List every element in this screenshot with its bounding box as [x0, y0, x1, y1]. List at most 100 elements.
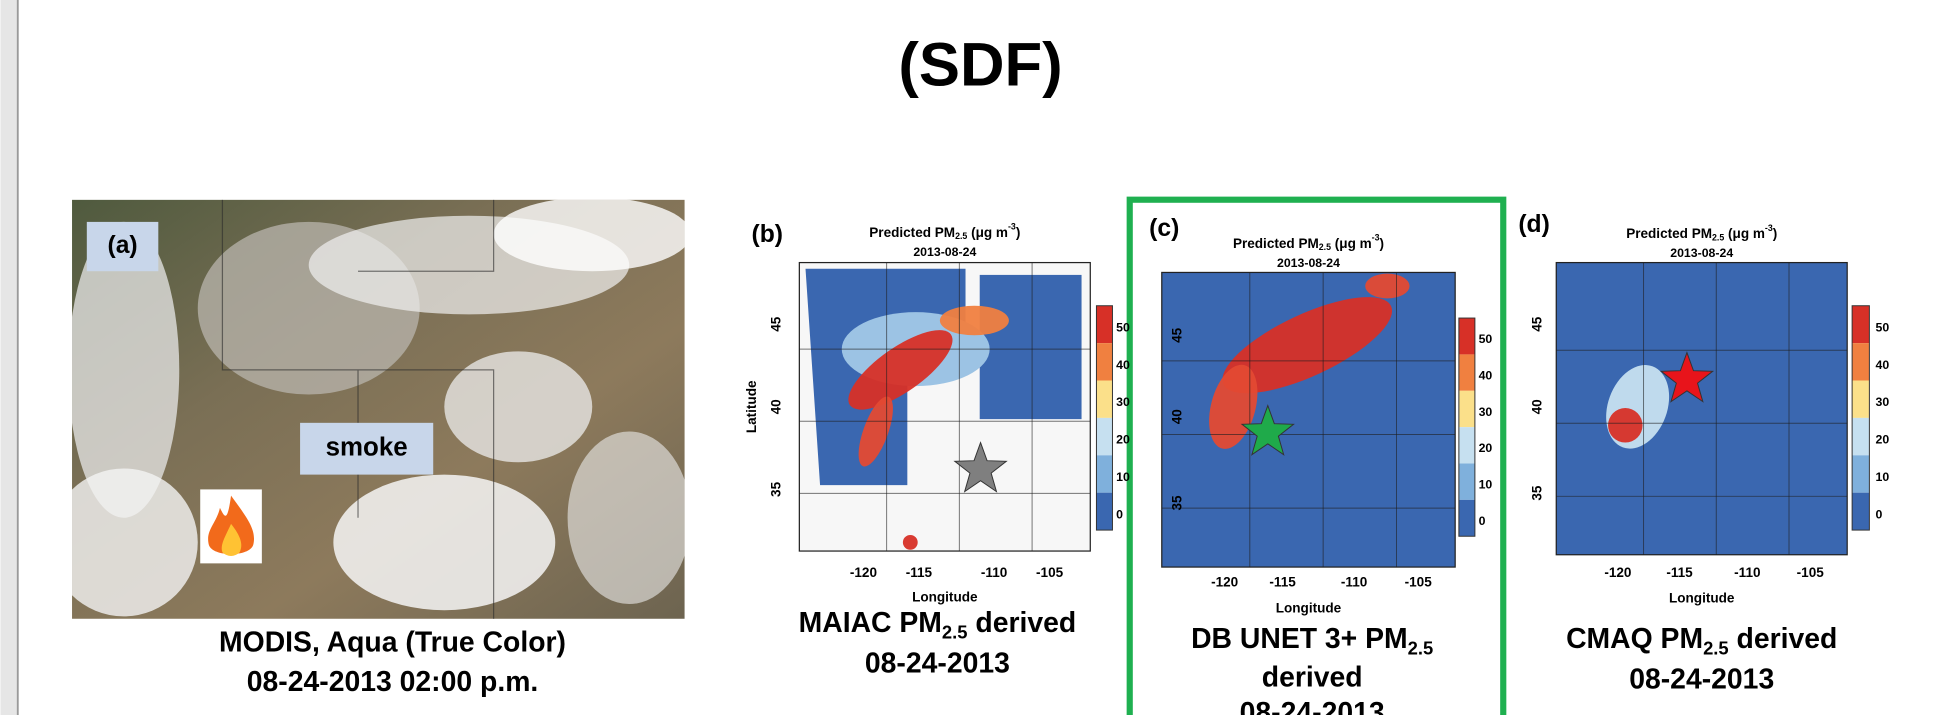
y-tick-label: 40 [1529, 399, 1544, 414]
map-date: 2013-08-24 [913, 245, 976, 259]
map-title: Predicted PM2.5 (μg m-3) [1233, 233, 1384, 252]
colorbar-tick-label: 40 [1876, 358, 1890, 372]
caption-line: 08-24-2013 [1629, 664, 1774, 696]
x-tick-label: -105 [1405, 575, 1433, 590]
caption-line-part: 08-24-2013 02:00 p.m. [247, 667, 538, 699]
caption-line-part: MODIS, Aqua (True Color) [219, 627, 566, 659]
slide: (SDF) (a)smokeMODIS, Aqua (True Color)08… [0, 0, 1934, 715]
caption-line: MODIS, Aqua (True Color) [219, 627, 566, 659]
colorbar-segment [1459, 318, 1475, 354]
map-title-part: ) [1773, 226, 1778, 241]
caption-line: derived [1262, 662, 1363, 694]
slide-title: (SDF) [898, 30, 1062, 99]
x-tick-label: -115 [1666, 565, 1693, 580]
caption-line-part: MAIAC PM [799, 607, 942, 639]
colorbar-tick-label: 50 [1116, 320, 1130, 334]
caption-line: 08-24-2013 02:00 p.m. [247, 667, 538, 699]
map-title-part: (μg m [1331, 236, 1372, 251]
colorbar-tick-label: 0 [1116, 507, 1123, 521]
caption-line: 08-24-2013 [865, 648, 1010, 680]
colorbar-tick-label: 30 [1116, 395, 1130, 409]
colorbar-segment [1096, 493, 1112, 530]
colorbar-tick-label: 0 [1876, 507, 1883, 521]
colorbar-tick-label: 50 [1876, 320, 1890, 334]
caption-line: CMAQ PM2.5 derived [1566, 624, 1837, 659]
x-tick-label: -110 [1734, 565, 1760, 580]
colorbar-segment [1852, 455, 1869, 492]
x-tick-label: -110 [1341, 575, 1367, 590]
y-axis-label: Latitude [744, 380, 759, 433]
colorbar-tick-label: 40 [1116, 358, 1130, 372]
colorbar-segment [1459, 500, 1475, 536]
map-title-part: (μg m [967, 225, 1008, 240]
x-axis-label: Longitude [912, 589, 978, 604]
x-tick-label: -120 [1604, 565, 1631, 580]
colorbar-segment [1852, 418, 1869, 455]
map-title-part: 2.5 [955, 231, 967, 241]
colorbar-segment [1459, 427, 1475, 463]
map-title-part: (μg m [1724, 226, 1765, 241]
annotation: smoke [326, 434, 408, 462]
x-axis-label: Longitude [1276, 601, 1342, 616]
map-title-part: ) [1016, 225, 1021, 240]
y-tick-label: 35 [1529, 485, 1544, 501]
y-tick-label: 45 [769, 316, 784, 332]
colorbar-tick-label: 20 [1116, 433, 1130, 447]
x-axis-label: Longitude [1669, 591, 1735, 606]
panel-label: (c) [1149, 215, 1179, 242]
map-title: Predicted PM2.5 (μg m-3) [869, 222, 1020, 241]
colorbar-tick-label: 20 [1876, 433, 1890, 447]
map-region [1608, 408, 1643, 443]
map-background [1556, 263, 1847, 555]
map-title: Predicted PM2.5 (μg m-3) [1626, 223, 1777, 242]
x-tick-label: -120 [1211, 575, 1238, 590]
colorbar-segment [1096, 455, 1112, 492]
map-region [980, 275, 1082, 419]
colorbar-tick-label: 10 [1876, 470, 1890, 484]
colorbar-segment [1096, 343, 1112, 380]
colorbar-segment [1096, 418, 1112, 455]
y-tick-label: 40 [1169, 409, 1184, 424]
map-title-part: -3 [1008, 222, 1016, 232]
colorbar-tick-label: 20 [1479, 441, 1493, 455]
colorbar-tick-label: 50 [1479, 332, 1493, 346]
caption-line-part: derived [968, 607, 1077, 639]
colorbar-segment [1852, 343, 1869, 380]
panel-label: (d) [1518, 211, 1549, 238]
colorbar-segment [1459, 464, 1475, 500]
map-title-part: Predicted PM [1626, 226, 1712, 241]
y-tick-label: 45 [1529, 316, 1544, 332]
colorbar-tick-label: 30 [1479, 405, 1493, 419]
caption-line-part: 2.5 [1703, 637, 1729, 658]
map-title-part: 2.5 [1712, 233, 1724, 243]
colorbar-segment [1459, 391, 1475, 427]
map-title-part: 2.5 [1319, 242, 1331, 252]
caption-line-part: derived [1729, 624, 1838, 656]
panel-label: (b) [752, 221, 783, 248]
x-tick-label: -105 [1797, 565, 1825, 580]
y-tick-label: 35 [769, 481, 784, 497]
x-tick-label: -115 [906, 565, 933, 580]
caption-line: DB UNET 3+ PM2.5 [1191, 624, 1433, 659]
caption-line-part: CMAQ PM [1566, 624, 1703, 656]
colorbar-segment [1852, 306, 1869, 343]
caption-line-part: DB UNET 3+ PM [1191, 624, 1408, 656]
y-tick-label: 40 [769, 399, 784, 414]
map-title-part: -3 [1372, 233, 1380, 243]
map-title-part: -3 [1765, 223, 1773, 233]
fire-icon [200, 489, 262, 563]
page: { "title": "(SDF)", "panels": [ {"label"… [0, 0, 1934, 715]
map-date: 2013-08-24 [1670, 246, 1733, 260]
x-tick-label: -115 [1269, 575, 1296, 590]
x-tick-label: -105 [1036, 565, 1064, 580]
caption-line-part: derived [1262, 662, 1363, 694]
caption-line-part: 2.5 [942, 621, 968, 642]
x-tick-label: -110 [981, 565, 1007, 580]
map-region [1365, 274, 1409, 299]
map-date: 2013-08-24 [1277, 256, 1340, 270]
map-title-part: Predicted PM [869, 225, 955, 240]
caption-line-part: 08-24-2013 [1240, 697, 1385, 715]
map-region [903, 535, 918, 550]
y-tick-label: 45 [1169, 327, 1184, 343]
caption-line: 08-24-2013 [1240, 697, 1385, 715]
